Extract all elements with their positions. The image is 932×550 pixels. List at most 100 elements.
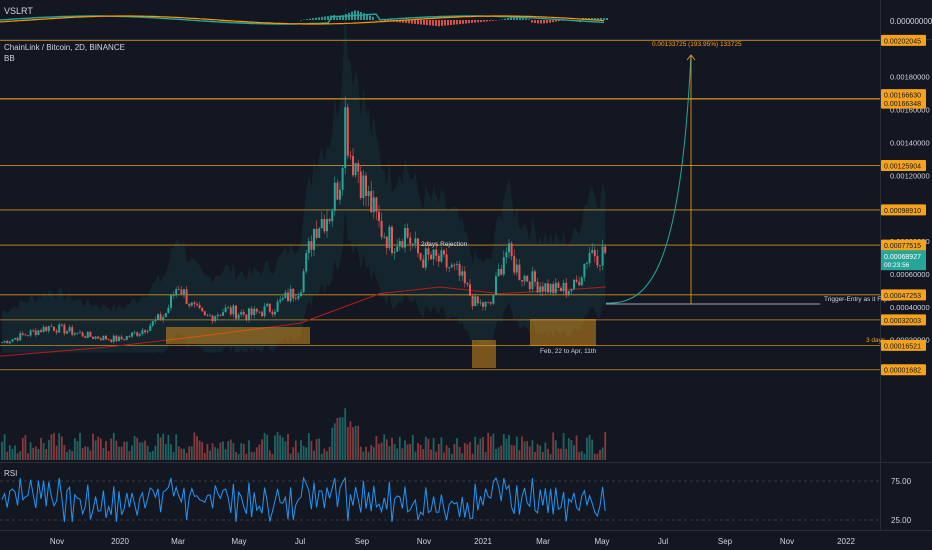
oscillator-bar: [489, 20, 491, 22]
oscillator-bar: [405, 20, 407, 23]
candle-body: [209, 315, 211, 317]
candle-body: [24, 334, 27, 336]
volume-bar: [560, 448, 562, 460]
candle-body: [175, 289, 178, 296]
candle-body: [339, 189, 341, 200]
measure-arrow: [686, 54, 696, 61]
volume-bar: [570, 440, 573, 460]
candle-body: [560, 287, 562, 292]
candle-body: [86, 331, 89, 338]
volume-bar: [14, 445, 16, 460]
candle-body: [463, 271, 466, 284]
volume-bar: [349, 421, 352, 460]
oscillator-bar: [513, 16, 515, 20]
volume-bar: [209, 450, 211, 460]
oscillator-bar: [558, 20, 560, 22]
oscillator-bar: [540, 20, 542, 24]
volume-bar: [263, 432, 266, 460]
candle-body: [73, 333, 76, 335]
candle-body: [599, 265, 601, 267]
oscillator-bar: [603, 18, 605, 20]
volume-bar: [489, 436, 492, 460]
candle-body: [580, 277, 583, 286]
volume-bar: [92, 433, 94, 460]
candle-body: [318, 228, 321, 238]
volume-bar: [125, 441, 128, 460]
candle-body: [125, 336, 128, 340]
volume-bar: [157, 433, 159, 460]
candle-body: [185, 289, 188, 304]
oscillator-bar: [477, 20, 479, 23]
volume-bar: [359, 446, 362, 460]
level-label: 0.00016521: [884, 343, 921, 350]
volume-bar: [448, 447, 451, 460]
volume-bar: [484, 452, 487, 460]
candle-body: [287, 292, 289, 302]
candle-body: [248, 308, 250, 320]
oscillator-bar: [444, 20, 446, 26]
candle-body: [19, 333, 22, 341]
volume-bar: [258, 444, 261, 460]
candle-body: [45, 326, 48, 332]
candle-body: [211, 315, 214, 322]
level-label-box: [881, 34, 926, 46]
volume-bar: [219, 442, 222, 460]
volume-bar: [55, 445, 58, 460]
oscillator-bar: [456, 20, 458, 25]
candle-body: [266, 303, 269, 307]
time-label: Jul: [295, 537, 305, 546]
oscillator-bar: [309, 18, 311, 20]
level-label-box: [881, 97, 926, 109]
level-label-box: [881, 339, 926, 351]
candle-body: [515, 264, 518, 273]
candle-body: [352, 156, 354, 176]
candle-body: [320, 218, 323, 229]
candle-body: [583, 263, 586, 278]
candle-body: [362, 175, 365, 199]
volume-bar: [16, 453, 19, 460]
oscillator-title: VSLRT: [4, 6, 33, 16]
volume-bar: [42, 443, 45, 460]
candle-body: [435, 249, 438, 256]
oscillator-bar: [315, 17, 317, 20]
volume-bar: [237, 453, 240, 460]
volume-bar: [198, 440, 201, 460]
price-tick-label: 0.00140000: [890, 138, 930, 147]
candle-body: [544, 283, 547, 292]
oscillator-bar: [600, 18, 602, 20]
oscillator-bar: [606, 18, 608, 20]
volume-bar: [534, 451, 536, 460]
volume-bar: [526, 441, 529, 460]
candle-body: [242, 312, 245, 315]
volume-bar: [500, 445, 503, 460]
volume-bar: [370, 444, 373, 460]
oscillator-bar: [534, 20, 536, 24]
volume-bar: [427, 438, 430, 460]
oscillator-bar: [525, 18, 527, 20]
oscillator-bar: [423, 20, 425, 25]
candle-body: [461, 271, 464, 276]
candle-body: [570, 289, 573, 291]
oscillator-bar: [432, 20, 434, 26]
price-tick-label: 0.00120000: [890, 171, 930, 180]
oscillator-bar: [537, 20, 539, 24]
candle-body: [50, 326, 53, 328]
volume-bar: [531, 440, 534, 460]
candle-body: [159, 314, 162, 320]
volume-bar: [474, 436, 477, 460]
bottom-zone: [472, 340, 496, 368]
volume-bar: [461, 453, 464, 460]
volume-bar: [107, 451, 110, 460]
volume-bar: [593, 453, 596, 460]
consolidation-zone: [166, 327, 310, 344]
volume-bar: [253, 452, 256, 460]
volume-bar: [8, 445, 11, 460]
volume-bar: [45, 448, 48, 460]
time-axis: Nov 2020 Mar May Jul Sep Nov 2021 Mar May Jul Sep No…: [50, 537, 856, 546]
oscillator-bar: [492, 20, 494, 21]
price-tick-label: 0.00160000: [890, 106, 930, 115]
price-tick-label: 0.00060000: [890, 270, 930, 279]
volume-bar: [151, 450, 154, 460]
candle-body: [240, 312, 243, 315]
candle-body: [76, 332, 79, 334]
